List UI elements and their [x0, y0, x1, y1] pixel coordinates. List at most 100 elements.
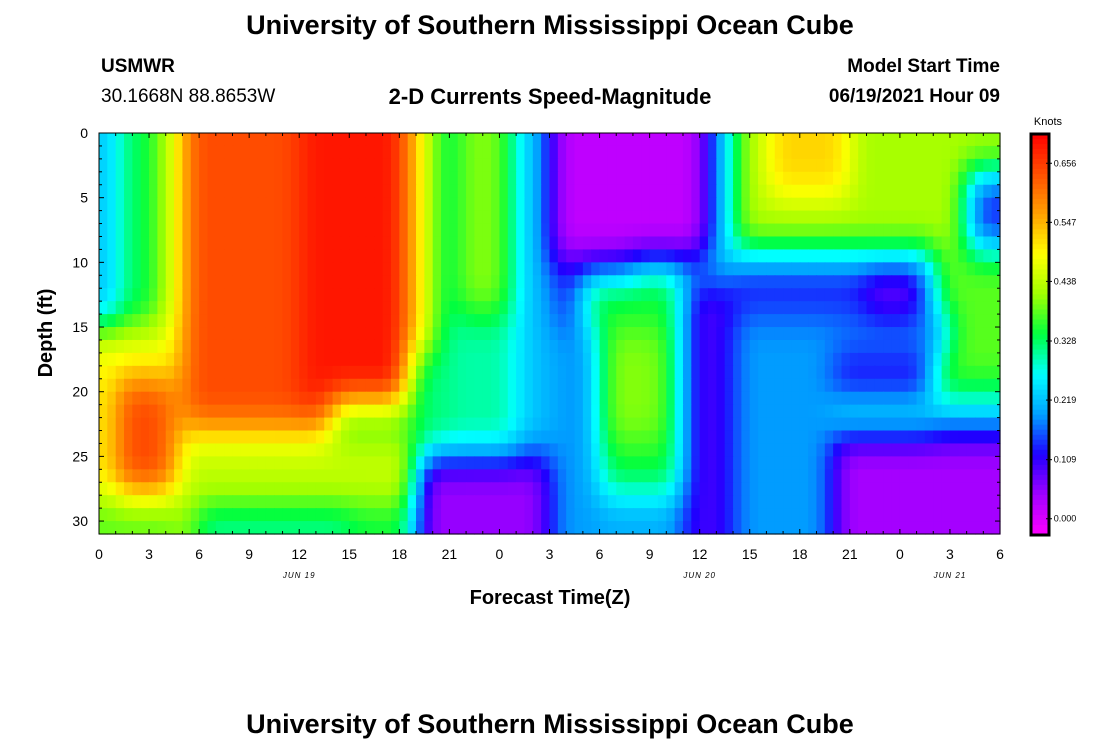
- heatmap-cell: [808, 210, 818, 225]
- heatmap-cell: [649, 378, 659, 393]
- heatmap-cell: [908, 508, 918, 522]
- heatmap-cell: [974, 288, 984, 302]
- heatmap-cell: [858, 249, 868, 263]
- heatmap-cell: [824, 314, 834, 328]
- heatmap-cell: [349, 391, 359, 406]
- heatmap-cell: [674, 443, 684, 457]
- heatmap-cell: [282, 210, 292, 225]
- heatmap-cell: [741, 339, 751, 354]
- heatmap-cell: [874, 352, 884, 367]
- heatmap-cell: [574, 430, 584, 445]
- heatmap-cell: [174, 236, 184, 251]
- heatmap-cell: [524, 469, 534, 483]
- heatmap-cell: [474, 275, 484, 289]
- heatmap-cell: [449, 223, 459, 238]
- heatmap-cell: [607, 456, 617, 470]
- heatmap-cell: [107, 314, 117, 328]
- heatmap-cell: [733, 443, 742, 457]
- heatmap-cell: [174, 469, 184, 483]
- heatmap-cell: [699, 391, 709, 406]
- heatmap-cell: [474, 443, 484, 457]
- heatmap-cell: [716, 521, 726, 535]
- heatmap-cell: [532, 508, 542, 522]
- heatmap-cell: [165, 223, 175, 238]
- heatmap-cell: [632, 521, 642, 535]
- heatmap-cell: [774, 184, 784, 199]
- heatmap-cell: [924, 236, 934, 251]
- heatmap-cell: [532, 197, 542, 212]
- heatmap-cell: [407, 327, 417, 341]
- heatmap-cell: [390, 521, 400, 535]
- heatmap-cell: [374, 469, 384, 483]
- heatmap-cell: [974, 521, 984, 535]
- heatmap-cell: [357, 430, 367, 445]
- heatmap-cell: [340, 404, 350, 419]
- heatmap-cell: [249, 236, 259, 251]
- heatmap-cell: [958, 197, 968, 212]
- heatmap-cell: [124, 288, 133, 302]
- heatmap-cell: [549, 327, 559, 341]
- heatmap-cell: [424, 378, 434, 393]
- heatmap-cell: [374, 417, 384, 432]
- heatmap-cell: [949, 133, 959, 147]
- heatmap-cell: [307, 223, 317, 238]
- heatmap-cell: [491, 456, 501, 470]
- heatmap-cell: [908, 352, 918, 367]
- heatmap-cell: [382, 482, 392, 496]
- heatmap-cell: [124, 404, 133, 419]
- heatmap-cell: [591, 236, 601, 251]
- heatmap-cell: [749, 171, 759, 186]
- heatmap-cell: [416, 158, 425, 173]
- colorbar-tick-label: 0.328: [1054, 336, 1077, 346]
- heatmap-cell: [591, 521, 601, 535]
- heatmap-cell: [249, 417, 259, 432]
- heatmap-cell: [157, 236, 167, 251]
- heatmap-cell: [933, 145, 943, 160]
- heatmap-cell: [274, 339, 284, 354]
- heatmap-cell: [249, 223, 259, 238]
- heatmap-cell: [574, 508, 584, 522]
- heatmap-cell: [591, 352, 601, 367]
- heatmap-cell: [140, 158, 150, 173]
- heatmap-cell: [849, 339, 859, 354]
- heatmap-cell: [290, 404, 300, 419]
- heatmap-cell: [532, 417, 542, 432]
- colorbar-segment: [1031, 459, 1049, 466]
- heatmap-cell: [924, 301, 934, 315]
- heatmap-cell: [958, 158, 968, 173]
- heatmap-cell: [649, 508, 659, 522]
- heatmap-cell: [107, 288, 117, 302]
- heatmap-cell: [532, 327, 542, 341]
- heatmap-cell: [340, 145, 350, 160]
- heatmap-cell: [115, 249, 125, 263]
- heatmap-cell: [641, 262, 651, 276]
- heatmap-cell: [224, 469, 234, 483]
- heatmap-cell: [99, 249, 108, 263]
- heatmap-cell: [582, 301, 592, 315]
- heatmap-cell: [632, 508, 642, 522]
- heatmap-cell: [249, 158, 259, 173]
- heatmap-cell: [816, 404, 826, 419]
- heatmap-cell: [207, 275, 217, 289]
- heatmap-cell: [749, 249, 759, 263]
- heatmap-cell: [966, 249, 976, 263]
- heatmap-cell: [799, 197, 809, 212]
- heatmap-cell: [749, 314, 759, 328]
- heatmap-cell: [657, 456, 667, 470]
- heatmap-cell: [941, 456, 951, 470]
- heatmap-cell: [374, 495, 384, 509]
- heatmap-cell: [441, 391, 450, 406]
- heatmap-cell: [424, 314, 434, 328]
- heatmap-cell: [749, 133, 759, 147]
- heatmap-cell: [240, 301, 250, 315]
- heatmap-cell: [549, 210, 559, 225]
- heatmap-cell: [524, 378, 534, 393]
- heatmap-cell: [357, 391, 367, 406]
- heatmap-cell: [899, 133, 909, 147]
- heatmap-cell: [966, 236, 976, 251]
- heatmap-cell: [699, 327, 709, 341]
- heatmap-cell: [833, 404, 843, 419]
- heatmap-cell: [749, 327, 759, 341]
- heatmap-cell: [332, 378, 342, 393]
- heatmap-cell: [357, 184, 367, 199]
